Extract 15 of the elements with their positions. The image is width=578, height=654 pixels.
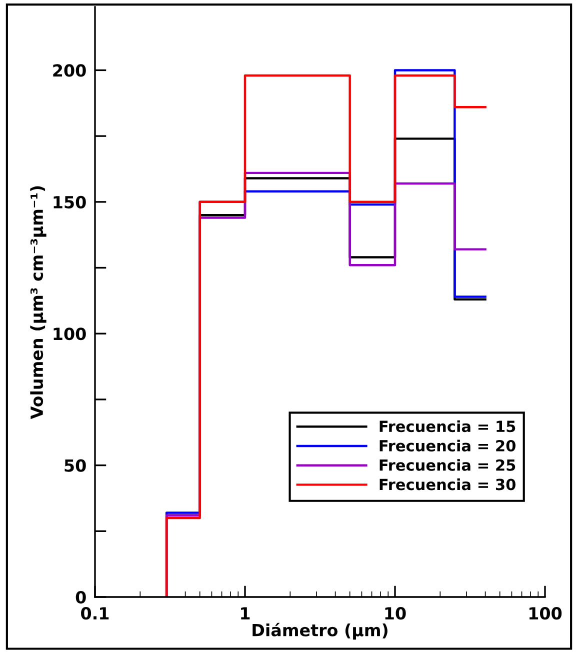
x-axis-title: Diámetro (µm) <box>252 622 388 640</box>
y-tick-label: 0 <box>76 590 86 604</box>
y-tick-label: 200 <box>53 64 86 77</box>
legend-label: Frecuencia = 25 <box>380 459 516 471</box>
x-tick-label: 0.1 <box>81 607 109 620</box>
y-tick-label: 50 <box>64 459 86 472</box>
y-tick-label: 150 <box>54 196 86 208</box>
y-tick-label: 100 <box>54 328 86 340</box>
x-tick-label: 1 <box>241 607 250 620</box>
y-axis-title: Volumen (µm³ cm⁻³µm⁻¹) <box>30 186 46 420</box>
legend-label: Frecuencia = 15 <box>380 420 516 432</box>
x-tick-label: 100 <box>529 607 562 620</box>
legend-label: Frecuencia = 30 <box>380 478 516 490</box>
legend-label: Frecuencia = 20 <box>380 440 516 452</box>
x-tick-label: 10 <box>385 607 406 620</box>
